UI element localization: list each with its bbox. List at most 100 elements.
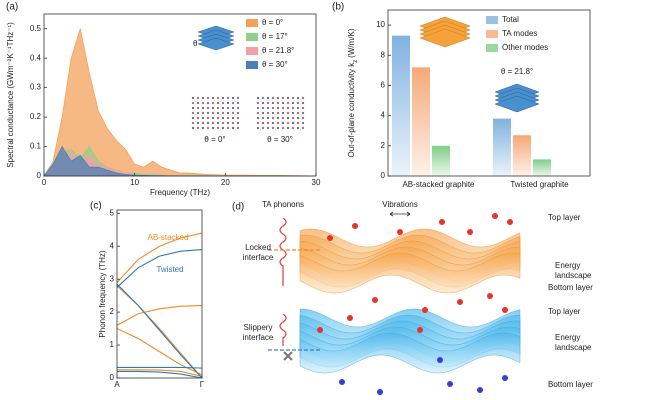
lattice-dot — [201, 111, 205, 115]
lattice-dot — [191, 106, 195, 110]
lattice-dot — [211, 96, 215, 100]
lattice-dot — [226, 126, 230, 130]
lattice-dot — [191, 101, 195, 105]
annotation: θ = 21.8° — [501, 67, 533, 76]
lattice-dot — [226, 116, 230, 120]
legend-label: θ = 17° — [262, 32, 288, 41]
label: Slippery — [244, 323, 273, 332]
lattice-dot — [261, 111, 265, 115]
lattice-dot — [271, 111, 275, 115]
lattice-dot — [301, 116, 305, 120]
x-tick-label: 10 — [130, 178, 139, 187]
lattice-dot — [211, 101, 215, 105]
lattice-dot — [211, 106, 215, 110]
lattice-dot — [201, 96, 205, 100]
lattice-dot — [236, 116, 240, 120]
lattice-dot — [301, 126, 305, 130]
lattice-dot — [281, 96, 285, 100]
lattice-dot — [191, 121, 195, 125]
layer-icon — [197, 37, 235, 51]
lattice-dot — [266, 121, 270, 125]
y-tick-label: 2 — [110, 307, 115, 316]
panel-label: (b) — [332, 2, 344, 13]
bar — [513, 135, 531, 176]
energy-landscape — [299, 252, 521, 294]
legend-swatch — [486, 16, 498, 24]
lattice-dot — [256, 116, 260, 120]
x-tick-label: 30 — [312, 178, 321, 187]
energy-landscape — [299, 332, 521, 374]
atom — [339, 379, 345, 385]
y-tick-label: 0.5 — [30, 24, 42, 33]
lattice-dot — [286, 106, 290, 110]
lattice-dot — [226, 101, 230, 105]
lattice-dot — [226, 96, 230, 100]
lattice-dot — [221, 126, 225, 130]
lattice-dot — [291, 121, 295, 125]
y-axis-label: Out-of-plane conductivity kz (W/m/K) — [347, 28, 358, 157]
lattice-dot — [271, 101, 275, 105]
lattice-dot — [286, 121, 290, 125]
bar — [412, 67, 430, 176]
line — [117, 366, 203, 369]
atom — [352, 223, 358, 229]
lattice-dot — [231, 121, 235, 125]
atom — [317, 327, 323, 333]
lattice-dot — [201, 106, 205, 110]
lattice-dot — [281, 116, 285, 120]
lattice-dot — [271, 116, 275, 120]
line — [116, 283, 203, 379]
atom — [397, 229, 403, 235]
lattice-dot — [206, 111, 210, 115]
inset-label: θ — [193, 39, 198, 48]
lattice-dot — [256, 126, 260, 130]
inset-label: θ = 0° — [204, 135, 225, 144]
lattice-dot — [231, 116, 235, 120]
lattice-dot — [256, 96, 260, 100]
y-tick-label: 0.3 — [30, 83, 42, 92]
lattice-dot — [231, 106, 235, 110]
y-tick-label: 5 — [110, 208, 115, 217]
lattice-dot — [211, 121, 215, 125]
lattice-dot — [276, 121, 280, 125]
lattice-dot — [296, 101, 300, 105]
lattice-dot — [221, 121, 225, 125]
lattice-dot — [231, 111, 235, 115]
lattice-dot — [216, 96, 220, 100]
lattice-dot — [196, 106, 200, 110]
lattice-dot — [266, 111, 270, 115]
label: TA phonons — [262, 200, 304, 209]
lattice-dot — [261, 106, 265, 110]
inset-label: θ = 30° — [267, 135, 293, 144]
atom — [502, 307, 508, 313]
lattice-dot — [291, 106, 295, 110]
legend-swatch — [246, 61, 258, 69]
lattice-dot — [211, 111, 215, 115]
lattice-dot — [216, 121, 220, 125]
y-tick-label: 0.1 — [30, 142, 42, 151]
legend-swatch — [246, 33, 258, 41]
lattice-dot — [276, 126, 280, 130]
lattice-dot — [291, 126, 295, 130]
lattice-dot — [221, 116, 225, 120]
x-tick-label: Twisted graphite — [510, 180, 569, 189]
lattice-dot — [211, 126, 215, 130]
y-tick-label: 0.2 — [30, 112, 42, 121]
lattice-dot — [226, 106, 230, 110]
atom — [327, 235, 333, 241]
axes-frame — [43, 13, 317, 177]
lattice-dot — [201, 116, 205, 120]
atom — [377, 389, 383, 395]
panel-label: (c) — [90, 201, 102, 212]
lattice-dot — [266, 116, 270, 120]
lattice-dot — [256, 121, 260, 125]
lattice-dot — [301, 111, 305, 115]
label: Vibrations — [382, 200, 417, 209]
lattice-dot — [301, 96, 305, 100]
lattice-dot — [256, 106, 260, 110]
bar — [493, 118, 511, 176]
lattice-dot — [216, 126, 220, 130]
atom — [439, 219, 445, 225]
y-tick-label: 1 — [110, 340, 115, 349]
lattice-dot — [271, 121, 275, 125]
